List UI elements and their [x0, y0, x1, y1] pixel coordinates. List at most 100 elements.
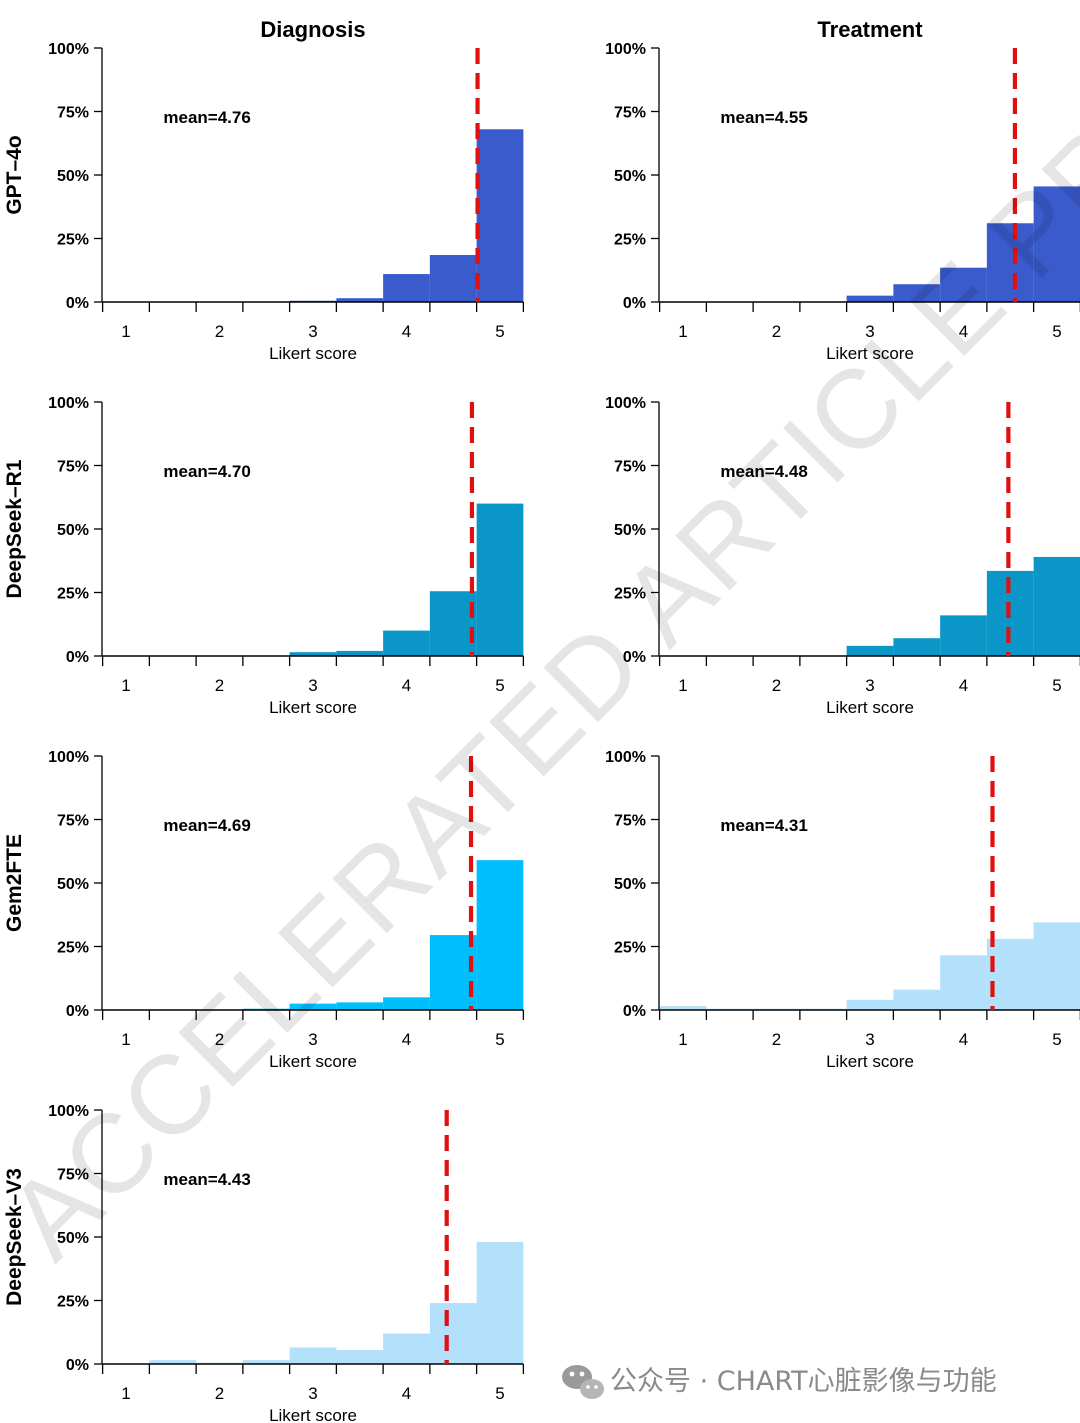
histogram-bar — [846, 999, 894, 1010]
histogram-bar — [383, 1333, 430, 1364]
histogram-bar — [846, 645, 894, 656]
y-tick-label: 0% — [66, 1357, 89, 1374]
histogram-bar — [242, 1360, 290, 1364]
histogram-bar — [336, 1002, 384, 1010]
histogram-bar — [476, 1242, 524, 1364]
y-tick-label: 100% — [48, 395, 89, 412]
x-tick-label: 2 — [772, 1030, 781, 1049]
x-tick-label: 1 — [121, 322, 130, 341]
x-tick-label: 3 — [865, 322, 874, 341]
y-tick-label: 25% — [57, 940, 89, 957]
row-label-gem2fte: Gem2FTE — [3, 834, 26, 932]
histogram-bar — [429, 591, 477, 656]
x-axis-label: Likert score — [826, 344, 914, 363]
x-tick-label: 1 — [678, 322, 687, 341]
histogram-bar — [846, 295, 894, 302]
y-tick-label: 25% — [57, 232, 89, 249]
mean-label: mean=4.70 — [163, 462, 250, 481]
histogram-bar — [383, 630, 430, 656]
x-tick-label: 4 — [959, 322, 968, 341]
x-tick-label: 4 — [959, 1030, 968, 1049]
y-tick-label: 25% — [57, 1294, 89, 1311]
y-tick-label: 25% — [614, 586, 646, 603]
x-tick-label: 2 — [772, 676, 781, 695]
y-tick-label: 50% — [614, 876, 646, 893]
y-tick-label: 25% — [614, 232, 646, 249]
histogram-bar — [893, 284, 941, 302]
histogram-bar — [289, 1347, 337, 1364]
x-tick-label: 4 — [402, 1030, 411, 1049]
histogram-bar — [429, 935, 477, 1010]
histogram-bar — [659, 1006, 707, 1010]
x-tick-label: 2 — [215, 676, 224, 695]
y-tick-label: 100% — [605, 749, 646, 766]
mean-label: mean=4.43 — [163, 1170, 250, 1189]
y-tick-label: 75% — [57, 1167, 89, 1184]
x-tick-label: 5 — [495, 1384, 504, 1403]
histogram-bar — [429, 255, 477, 302]
y-tick-label: 50% — [614, 522, 646, 539]
histogram-panel: 0% 25% 50% 75% 100% 1 2 3 4 5 Likert score mean=4.6… — [48, 749, 525, 1071]
y-tick-label: 100% — [48, 41, 89, 58]
y-tick-label: 100% — [48, 749, 89, 766]
mean-label: mean=4.76 — [163, 108, 250, 127]
histogram-bar — [940, 267, 987, 302]
x-tick-label: 2 — [215, 322, 224, 341]
x-axis-label: Likert score — [269, 1052, 357, 1071]
y-tick-label: 75% — [614, 813, 646, 830]
x-axis-label: Likert score — [826, 698, 914, 717]
y-tick-label: 75% — [614, 105, 646, 122]
x-axis-label: Likert score — [826, 1052, 914, 1071]
mean-label: mean=4.48 — [720, 462, 807, 481]
y-tick-label: 50% — [57, 876, 89, 893]
footer: 公众号 · CHART心脏影像与功能 — [562, 1365, 997, 1399]
row-label-deepseek-v3: DeepSeek–V3 — [3, 1168, 26, 1306]
y-tick-label: 100% — [605, 395, 646, 412]
histogram-panel: 0% 25% 50% 75% 100% 1 2 3 4 5 Likert score mean=4.7… — [48, 395, 525, 717]
y-tick-label: 75% — [57, 105, 89, 122]
y-tick-label: 50% — [57, 1230, 89, 1247]
histogram-bar — [383, 997, 430, 1010]
histogram-panel: 0% 25% 50% 75% 100% 1 2 3 4 5 Likert score mean=4.7… — [48, 41, 525, 363]
x-tick-label: 5 — [495, 676, 504, 695]
y-tick-label: 50% — [57, 168, 89, 185]
x-tick-label: 4 — [402, 322, 411, 341]
y-tick-label: 0% — [66, 295, 89, 312]
x-tick-label: 1 — [121, 1030, 130, 1049]
y-tick-label: 75% — [57, 459, 89, 476]
histogram-bar — [476, 503, 524, 656]
x-tick-label: 5 — [495, 1030, 504, 1049]
histogram-bar — [476, 129, 524, 302]
x-axis-label: Likert score — [269, 698, 357, 717]
mean-label: mean=4.31 — [720, 816, 807, 835]
column-title-treatment: Treatment — [817, 17, 923, 42]
histogram-panel: 0% 25% 50% 75% 100% 1 2 3 4 5 Likert score mean=4.4… — [605, 395, 1080, 717]
x-tick-label: 5 — [1052, 676, 1061, 695]
x-axis-label: Likert score — [269, 1406, 357, 1423]
x-tick-label: 4 — [402, 1384, 411, 1403]
histogram-bar — [1033, 186, 1080, 302]
histogram-bar — [149, 1360, 197, 1364]
x-tick-label: 2 — [215, 1384, 224, 1403]
x-tick-label: 1 — [678, 676, 687, 695]
mean-label: mean=4.55 — [720, 108, 807, 127]
x-tick-label: 2 — [772, 322, 781, 341]
x-axis-label: Likert score — [269, 344, 357, 363]
row-label-deepseek-r1: DeepSeek–R1 — [3, 459, 26, 598]
y-tick-label: 0% — [623, 649, 646, 666]
histogram-bar — [429, 1303, 477, 1364]
histogram-bar — [336, 650, 384, 656]
y-tick-label: 0% — [623, 295, 646, 312]
x-tick-label: 4 — [402, 676, 411, 695]
y-tick-label: 0% — [66, 1003, 89, 1020]
x-tick-label: 5 — [495, 322, 504, 341]
y-tick-label: 75% — [614, 459, 646, 476]
histogram-bar — [336, 1350, 384, 1364]
wechat-icon — [562, 1365, 604, 1399]
x-tick-label: 2 — [215, 1030, 224, 1049]
y-tick-label: 25% — [614, 940, 646, 957]
histogram-bar — [289, 1003, 337, 1010]
x-tick-label: 4 — [959, 676, 968, 695]
histogram-bar — [893, 638, 941, 656]
